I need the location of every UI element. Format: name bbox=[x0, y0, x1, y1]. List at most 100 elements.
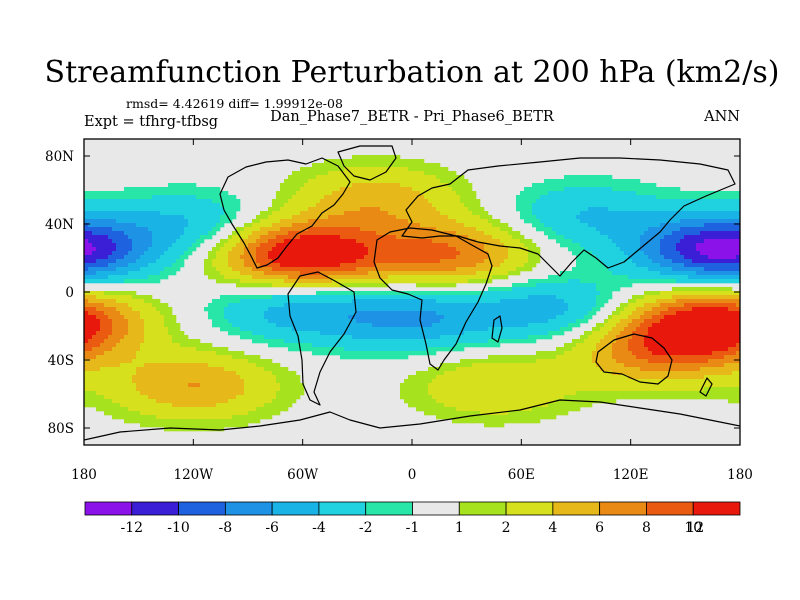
field-cell bbox=[452, 371, 457, 376]
field-cell bbox=[108, 251, 113, 256]
field-cell bbox=[340, 199, 345, 204]
field-cell bbox=[104, 395, 109, 400]
field-cell bbox=[116, 347, 121, 352]
field-cell bbox=[92, 211, 97, 216]
field-cell bbox=[104, 195, 109, 200]
field-cell bbox=[408, 247, 413, 252]
field-cell bbox=[380, 247, 385, 252]
field-cell bbox=[240, 387, 245, 392]
field-cell bbox=[360, 207, 365, 212]
field-cell bbox=[212, 391, 217, 396]
field-cell bbox=[460, 219, 465, 224]
field-cell bbox=[128, 299, 133, 304]
field-cell bbox=[100, 219, 105, 224]
field-cell bbox=[384, 155, 389, 160]
field-cell bbox=[164, 403, 169, 408]
field-cell bbox=[108, 227, 113, 232]
field-cell bbox=[412, 351, 417, 356]
field-cell bbox=[464, 323, 469, 328]
field-cell bbox=[416, 243, 421, 248]
field-cell bbox=[388, 247, 393, 252]
field-cell bbox=[176, 199, 181, 204]
field-cell bbox=[112, 403, 117, 408]
field-cell bbox=[276, 235, 281, 240]
field-cell bbox=[100, 231, 105, 236]
field-cell bbox=[452, 331, 457, 336]
field-cell bbox=[232, 327, 237, 332]
field-cell bbox=[148, 423, 153, 428]
field-cell bbox=[128, 411, 133, 416]
field-cell bbox=[100, 311, 105, 316]
field-cell bbox=[236, 363, 241, 368]
field-cell bbox=[268, 271, 273, 276]
field-cell bbox=[300, 203, 305, 208]
field-cell bbox=[408, 347, 413, 352]
field-cell bbox=[356, 207, 361, 212]
field-cell bbox=[128, 279, 133, 284]
field-cell bbox=[364, 299, 369, 304]
field-cell bbox=[144, 407, 149, 412]
field-cell bbox=[348, 295, 353, 300]
field-cell bbox=[156, 247, 161, 252]
field-cell bbox=[192, 423, 197, 428]
field-cell bbox=[184, 199, 189, 204]
field-cell bbox=[324, 315, 329, 320]
field-cell bbox=[388, 243, 393, 248]
field-cell bbox=[92, 323, 97, 328]
field-cell bbox=[96, 295, 101, 300]
field-cell bbox=[460, 399, 465, 404]
field-cell bbox=[144, 371, 149, 376]
field-cell bbox=[428, 271, 433, 276]
field-cell bbox=[308, 247, 313, 252]
field-cell bbox=[212, 247, 217, 252]
field-cell bbox=[184, 231, 189, 236]
field-cell bbox=[280, 407, 285, 412]
field-cell bbox=[196, 343, 201, 348]
field-cell bbox=[124, 303, 129, 308]
field-cell bbox=[404, 275, 409, 280]
field-cell bbox=[164, 219, 169, 224]
field-cell bbox=[132, 367, 137, 372]
field-cell bbox=[152, 279, 157, 284]
field-cell bbox=[96, 271, 101, 276]
field-cell bbox=[352, 331, 357, 336]
field-cell bbox=[292, 271, 297, 276]
field-cell bbox=[120, 207, 125, 212]
field-cell bbox=[220, 315, 225, 320]
field-cell bbox=[384, 215, 389, 220]
field-cell bbox=[392, 191, 397, 196]
field-cell bbox=[344, 191, 349, 196]
field-cell bbox=[316, 195, 321, 200]
field-cell bbox=[384, 347, 389, 352]
field-cell bbox=[368, 335, 373, 340]
field-cell bbox=[432, 271, 437, 276]
field-cell bbox=[372, 167, 377, 172]
field-cell bbox=[452, 299, 457, 304]
field-cell bbox=[116, 303, 121, 308]
field-cell bbox=[320, 203, 325, 208]
field-cell bbox=[472, 375, 477, 380]
field-cell bbox=[176, 371, 181, 376]
field-cell bbox=[184, 419, 189, 424]
field-cell bbox=[432, 403, 437, 408]
field-cell bbox=[376, 251, 381, 256]
field-cell bbox=[304, 299, 309, 304]
field-cell bbox=[472, 379, 477, 384]
field-cell bbox=[472, 331, 477, 336]
field-cell bbox=[188, 203, 193, 208]
field-cell bbox=[444, 243, 449, 248]
field-cell bbox=[356, 227, 361, 232]
field-cell bbox=[236, 383, 241, 388]
field-cell bbox=[252, 355, 257, 360]
field-cell bbox=[268, 343, 273, 348]
field-cell bbox=[156, 263, 161, 268]
field-cell bbox=[392, 179, 397, 184]
field-cell bbox=[400, 299, 405, 304]
field-cell bbox=[244, 399, 249, 404]
field-cell bbox=[236, 375, 241, 380]
field-cell bbox=[216, 263, 221, 268]
field-cell bbox=[136, 335, 141, 340]
field-cell bbox=[340, 271, 345, 276]
field-cell bbox=[412, 347, 417, 352]
field-cell bbox=[400, 271, 405, 276]
